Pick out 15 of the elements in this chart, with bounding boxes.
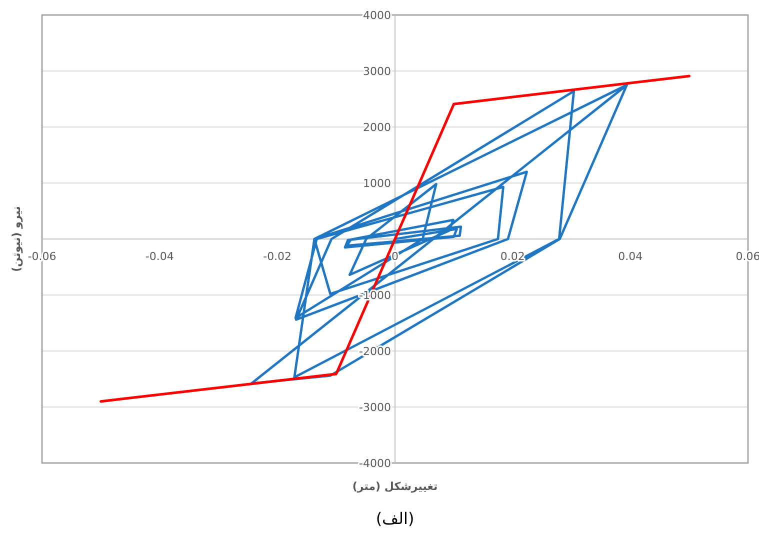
y-tick-label: 4000: [363, 9, 391, 22]
y-tick-label: 2000: [363, 121, 391, 134]
x-tick-label: -0.02: [263, 250, 292, 263]
y-tick-label: 3000: [363, 65, 391, 78]
x-tick-label: -0.04: [145, 250, 174, 263]
y-tick-label: -4000: [359, 457, 391, 470]
x-tick-label: -0.06: [28, 250, 56, 263]
x-axis-title: تغییرشکل (متر): [352, 480, 438, 493]
y-axis-title: نیرو (نیوتن): [10, 206, 23, 272]
line-series: [100, 74, 690, 403]
y-tick-label: 1000: [363, 177, 391, 190]
x-tick-label: 0.04: [618, 250, 643, 263]
text: (الف): [376, 509, 414, 528]
y-tick-label: -3000: [359, 401, 391, 414]
x-tick-label: 0.02: [500, 250, 525, 263]
